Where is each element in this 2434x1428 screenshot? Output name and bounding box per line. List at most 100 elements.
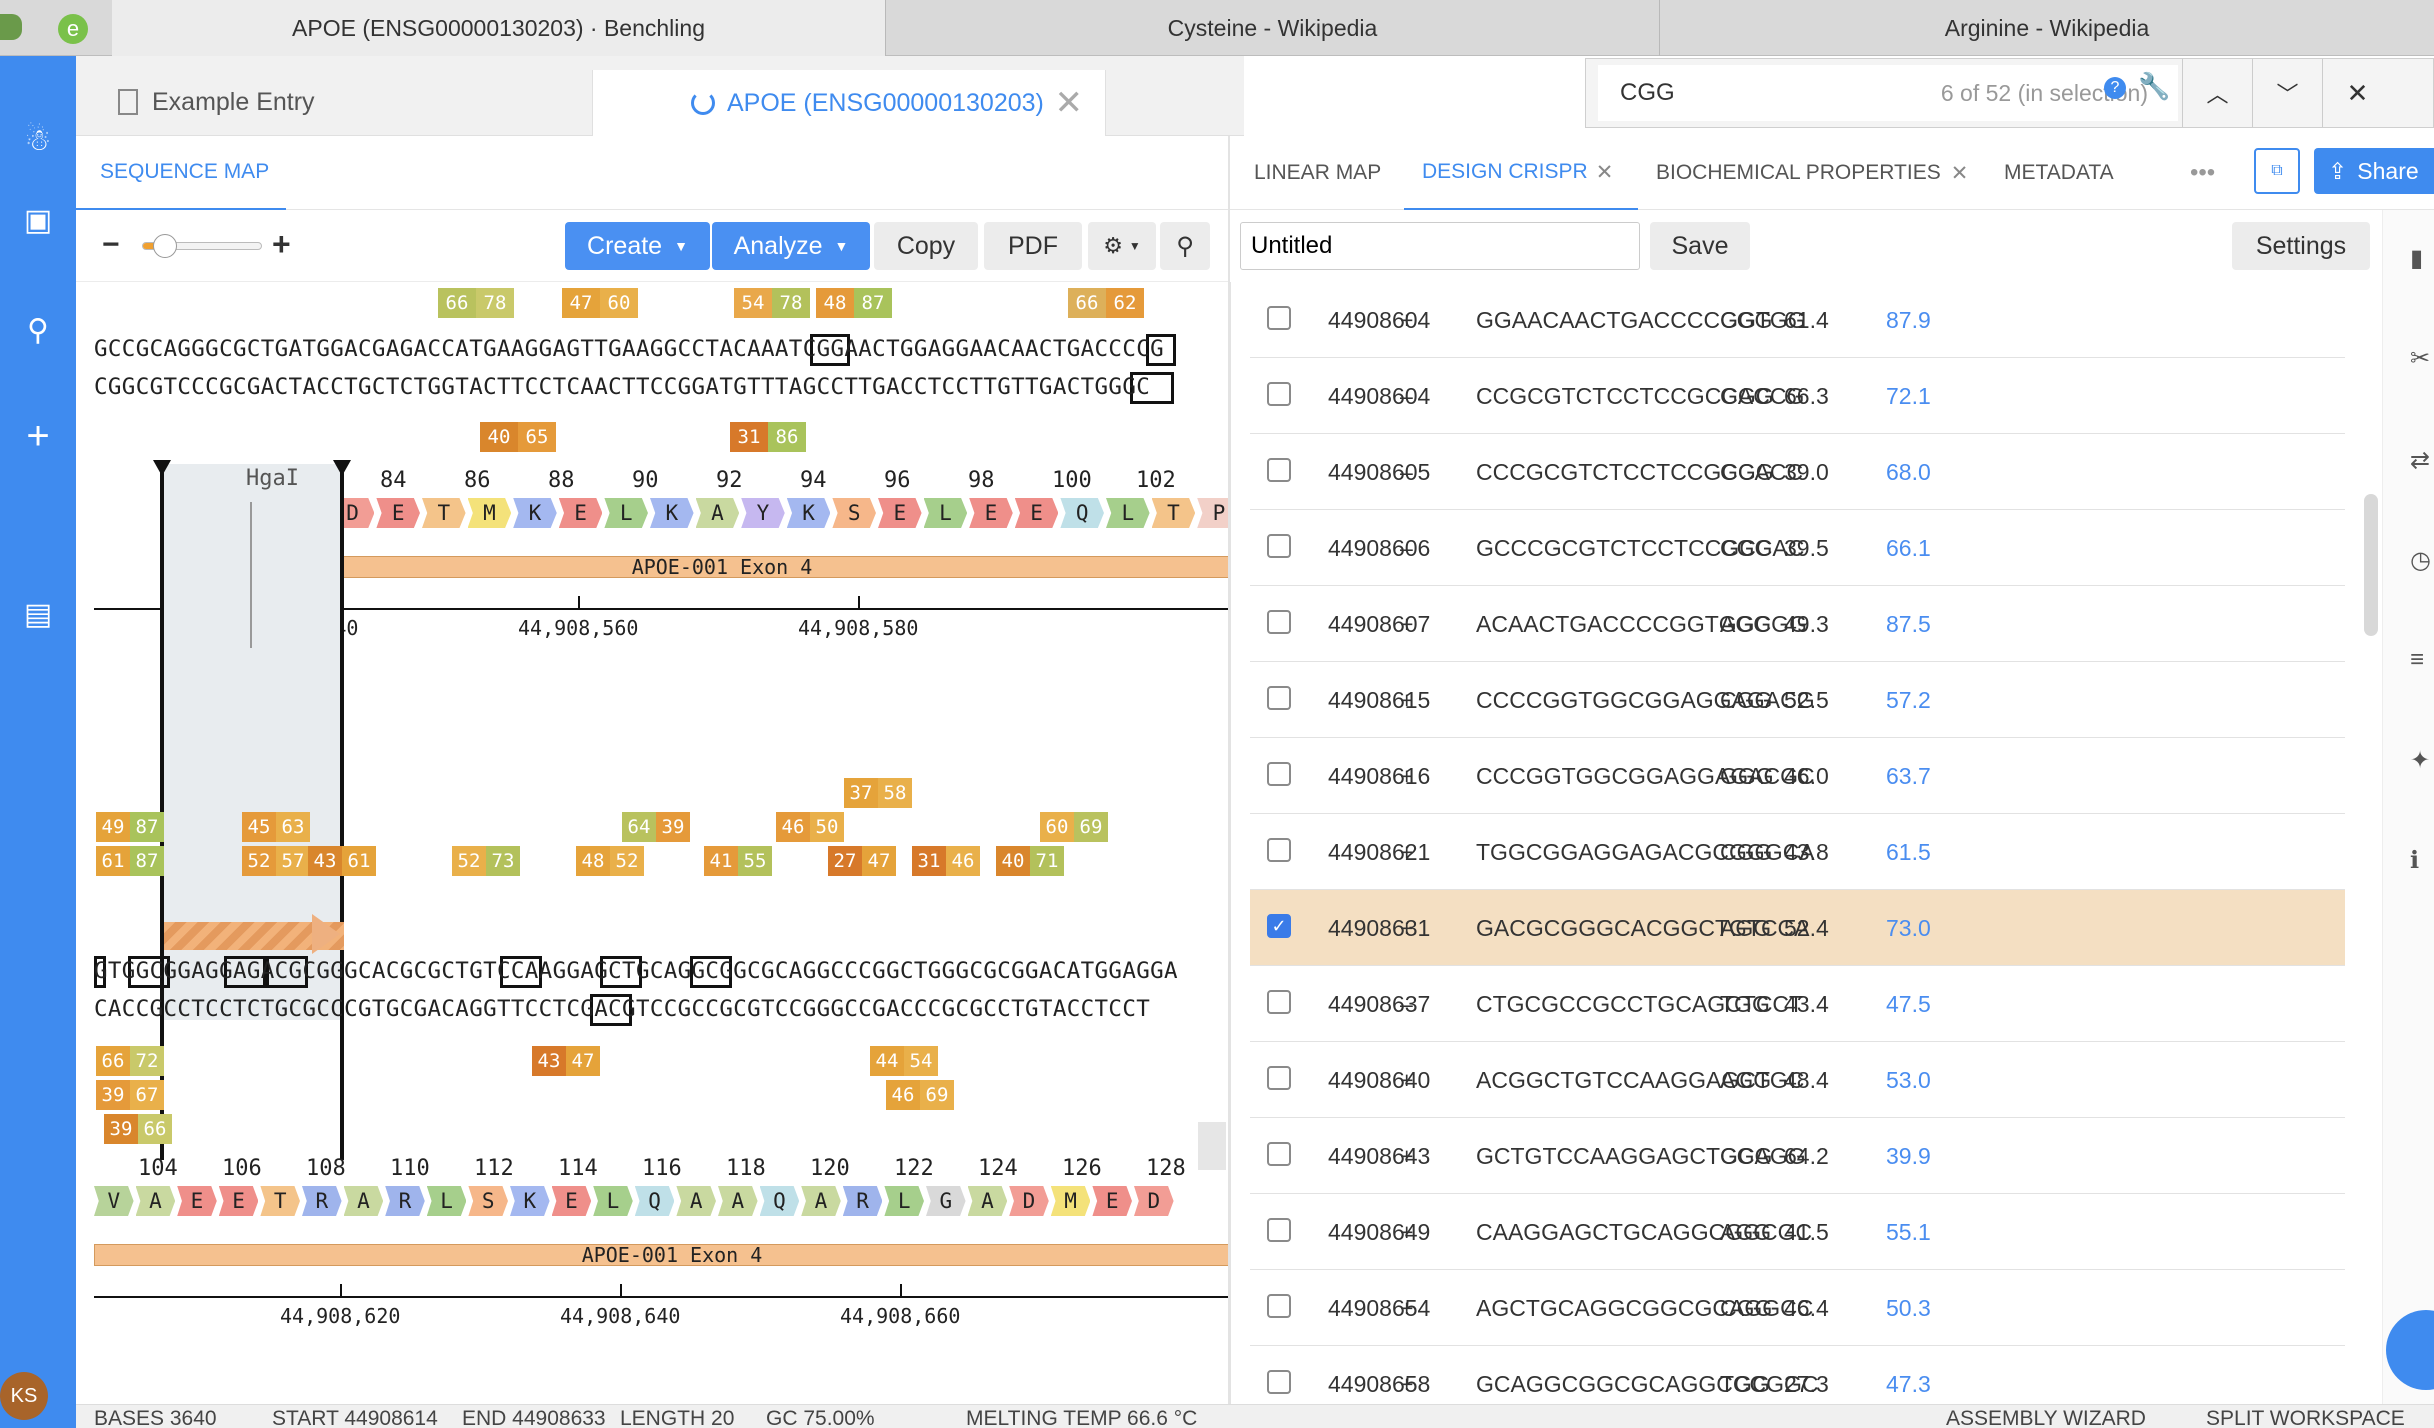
amino-acid[interactable]: E <box>376 498 420 528</box>
add-icon[interactable]: + <box>26 413 50 458</box>
primer-label[interactable]: 40 71 <box>996 846 1064 876</box>
primer-label[interactable]: 45 63 <box>242 812 310 842</box>
primer-label[interactable]: 43 61 <box>308 846 376 876</box>
amino-acid[interactable]: T <box>1151 498 1196 528</box>
amino-acid[interactable]: E <box>1014 498 1059 528</box>
copy-button[interactable]: Copy <box>874 222 978 270</box>
amino-acid[interactable]: E <box>218 1186 259 1216</box>
amino-acid[interactable]: T <box>260 1186 300 1216</box>
browser-tab-benchling[interactable]: APOE (ENSG00000130203) · Benchling <box>112 0 886 56</box>
amino-acid[interactable]: K <box>650 498 694 528</box>
pdf-button[interactable]: PDF <box>984 222 1082 270</box>
amino-acid[interactable]: D <box>1009 1186 1049 1216</box>
table-row[interactable]: 44908658 + GCAGGCGGCGCAGGCCCGGC TGG 27.3 47.3 <box>1250 1346 2345 1402</box>
share-button[interactable]: ⇪ Share <box>2314 148 2434 194</box>
primer-label[interactable]: 27 47 <box>828 846 896 876</box>
table-row[interactable]: ✓ 44908631 + GACGCGGGCACGGCTGTCCA AGG 52.4 73.… <box>1250 890 2345 966</box>
primer-label[interactable]: 31 86 <box>730 422 806 452</box>
row-checkbox[interactable] <box>1267 306 1291 330</box>
primer-label[interactable]: 39 66 <box>104 1114 172 1144</box>
zoom-out-icon[interactable]: − <box>102 228 120 261</box>
tab-design-crispr[interactable]: DESIGN CRISPR ✕ <box>1404 136 1638 210</box>
exon-annotation[interactable]: APOE-001 Exon 4 <box>194 555 1230 579</box>
diamond-icon[interactable]: ✦ <box>2410 747 2431 774</box>
table-row[interactable]: 44908654 + AGCTGCAGGCGGCGCAGGCC CGG 46.4 50.3 <box>1250 1270 2345 1346</box>
amino-acid[interactable]: A <box>718 1186 758 1216</box>
row-checkbox[interactable] <box>1267 838 1291 862</box>
primer-label[interactable]: 52 73 <box>452 846 520 876</box>
close-icon[interactable]: ✕ <box>1950 161 1969 185</box>
amino-acid[interactable]: Q <box>1060 498 1104 528</box>
amino-acid[interactable]: T <box>422 498 466 528</box>
primer-label[interactable]: 46 69 <box>886 1080 954 1110</box>
zoom-slider[interactable] <box>142 234 262 258</box>
zoom-handle[interactable] <box>153 234 177 258</box>
row-checkbox[interactable] <box>1267 382 1291 406</box>
table-row[interactable]: 44908649 + CAAGGAGCTGCAGGCGGCGC AGG 41.5 55.1 <box>1250 1194 2345 1270</box>
extension-icon[interactable]: e <box>58 14 88 44</box>
analyze-button[interactable]: Analyze ▼ <box>712 222 870 270</box>
row-checkbox[interactable]: ✓ <box>1267 914 1291 938</box>
panel-divider[interactable] <box>1228 136 1231 1404</box>
map-scrollbar[interactable] <box>1198 1122 1226 1170</box>
settings-button[interactable]: Settings <box>2232 222 2370 270</box>
primer-label[interactable]: 44 54 <box>870 1046 938 1076</box>
folder-settings-icon[interactable]: ▤ <box>23 597 53 631</box>
row-checkbox[interactable] <box>1267 686 1291 710</box>
amino-acid[interactable]: Q <box>759 1186 800 1216</box>
row-checkbox[interactable] <box>1267 458 1291 482</box>
amino-acid[interactable]: Y <box>741 498 785 528</box>
primer-label[interactable]: 52 57 <box>242 846 310 876</box>
table-row[interactable]: 44908606– GCCCGCGTCTCCTCCGCCAC CGG 39.5 66.1 <box>1250 510 2345 586</box>
close-icon[interactable]: ✕ <box>1054 84 1084 122</box>
exon-annotation[interactable]: APOE-001 Exon 4 <box>94 1243 1230 1267</box>
row-checkbox[interactable] <box>1267 1370 1291 1394</box>
briefcase-icon[interactable]: ▣ <box>23 203 53 237</box>
tab-sequence-map[interactable]: SEQUENCE MAP <box>76 136 286 210</box>
row-checkbox[interactable] <box>1267 1218 1291 1242</box>
table-row[interactable]: 44908604 + GGAACAACTGACCCCGGTGG CGG 61.4 87.9 <box>1250 282 2345 358</box>
row-checkbox[interactable] <box>1267 1294 1291 1318</box>
info-icon[interactable]: ℹ <box>2410 847 2420 874</box>
table-row[interactable]: 44908605– CCCGCGTCTCCTCCGCCACC GGG 39.0 68.0 <box>1250 434 2345 510</box>
row-checkbox[interactable] <box>1267 990 1291 1014</box>
amino-acid[interactable]: L <box>1106 498 1150 528</box>
more-icon[interactable]: ••• <box>2190 159 2216 186</box>
amino-acid[interactable]: K <box>510 1186 550 1216</box>
amino-acid[interactable]: M <box>467 498 512 528</box>
clock-icon[interactable]: ◷ <box>2410 547 2431 574</box>
amino-acid[interactable]: E <box>1092 1186 1132 1216</box>
find-input[interactable]: CGG 6 of 52 (in selection) <box>1598 65 2178 121</box>
zoom-in-icon[interactable]: + <box>272 226 291 262</box>
list-icon[interactable]: ≡ <box>2410 646 2425 673</box>
create-button[interactable]: Create ▼ <box>565 222 710 270</box>
amino-acid[interactable]: G <box>926 1186 966 1216</box>
amino-acid[interactable]: V <box>94 1186 134 1216</box>
amino-acid[interactable]: S <box>832 498 876 528</box>
primer-label[interactable]: 39 67 <box>96 1080 164 1110</box>
notebook-icon[interactable]: ☃ <box>24 123 52 157</box>
table-row[interactable]: 44908607 + ACAACTGACCCCGGTGGCGG AGG 49.3 87.5 <box>1250 586 2345 662</box>
amino-acid[interactable]: A <box>676 1186 716 1216</box>
table-row[interactable]: 44908643 + GCTGTCCAAGGAGCTGCAGG CGG 64.2 39.9 <box>1250 1118 2345 1194</box>
amino-acid[interactable]: E <box>551 1186 592 1216</box>
amino-acid[interactable]: R <box>842 1186 883 1216</box>
primer-label[interactable]: 48 52 <box>576 846 644 876</box>
table-row[interactable]: 44908604– CCGCGTCTCCTCCGCCACCG GGG 66.3 72.1 <box>1250 358 2345 434</box>
primer-label[interactable]: 47 60 <box>562 288 638 318</box>
primer-label[interactable]: 40 65 <box>480 422 556 452</box>
amino-acid[interactable]: L <box>426 1186 467 1216</box>
settings-menu-button[interactable]: ⚙ ▼ <box>1088 222 1156 270</box>
table-row[interactable]: 44908637– CTGCGCCGCCTGCAGCTCCT TGG 43.4 47.5 <box>1250 966 2345 1042</box>
primer-label[interactable]: 43 47 <box>532 1046 600 1076</box>
amino-acid[interactable]: L <box>604 498 648 528</box>
primer-label[interactable]: 49 87 <box>96 812 164 842</box>
find-next-button[interactable]: ﹀ <box>2252 59 2322 127</box>
avatar[interactable]: KS <box>0 1372 48 1420</box>
primer-label[interactable]: 41 55 <box>704 846 772 876</box>
primer-label[interactable]: 46 50 <box>776 812 844 842</box>
primer-label[interactable]: 48 87 <box>816 288 892 318</box>
table-row[interactable]: 44908616 + CCCGGTGGCGGAGGAGACGC GGG 46.0 63.7 <box>1250 738 2345 814</box>
close-icon[interactable]: ✕ <box>1595 160 1614 184</box>
amino-acid[interactable]: A <box>135 1186 176 1216</box>
